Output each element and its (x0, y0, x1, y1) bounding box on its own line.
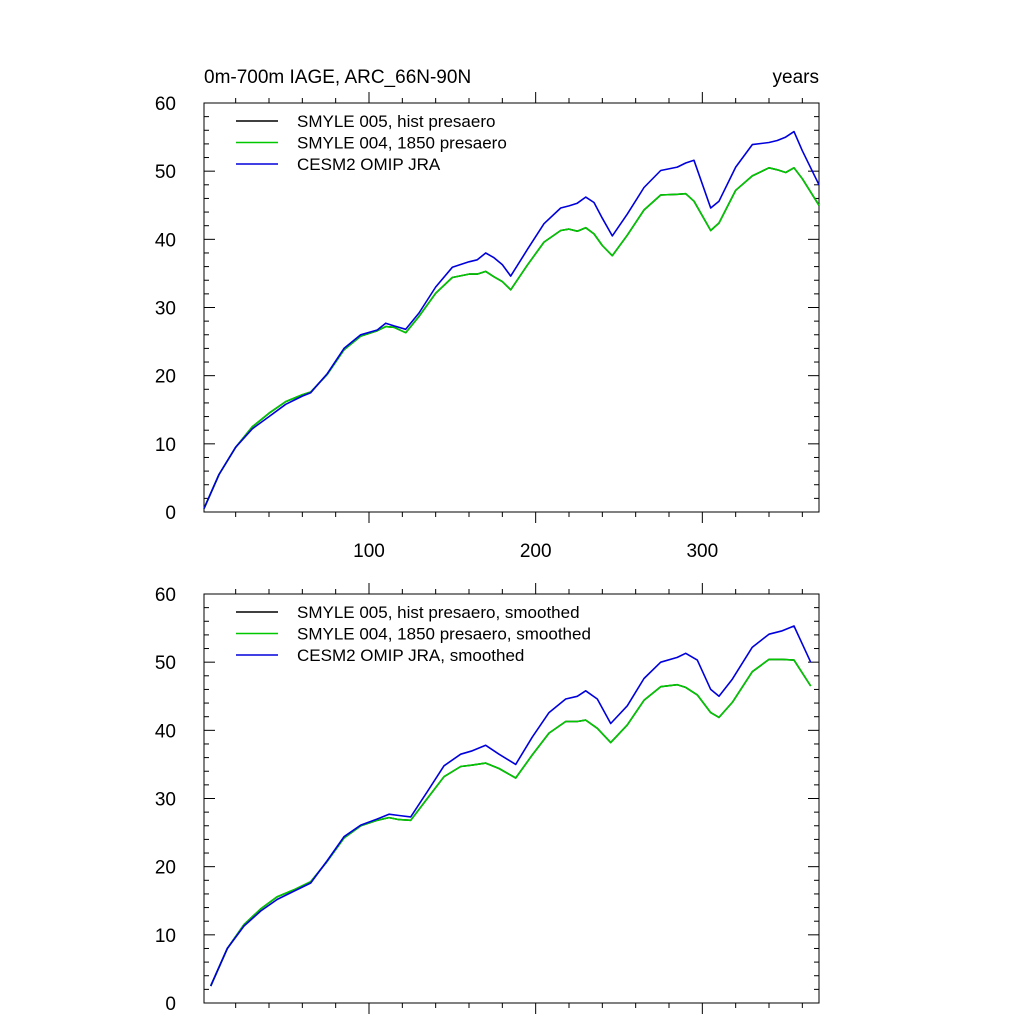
x-tick-label: 100 (353, 541, 385, 562)
y-tick-label: 50 (155, 653, 176, 674)
legend-label: CESM2 OMIP JRA, smoothed (297, 646, 524, 665)
series-line-0 (209, 658, 812, 987)
legend-label: SMYLE 005, hist presaero (297, 112, 495, 131)
y-tick-label: 10 (155, 435, 176, 456)
x-tick-label: 300 (686, 541, 718, 562)
y-tick-label: 30 (155, 790, 176, 811)
x-tick-label: 200 (520, 541, 552, 562)
legend-label: SMYLE 005, hist presaero, smoothed (297, 603, 580, 622)
y-tick-label: 40 (155, 230, 176, 251)
y-tick-label: 0 (165, 994, 176, 1015)
y-tick-label: 20 (155, 858, 176, 879)
top-panel: 0 10 20 30 40 50 60 100 200 300 SMYLE 005, hist pr… (155, 92, 820, 562)
legend-label: SMYLE 004, 1850 presaero, smoothed (297, 625, 591, 644)
y-tick-label: 0 (165, 503, 176, 524)
legend-label: SMYLE 004, 1850 presaero (297, 134, 507, 153)
series-line-0 (203, 167, 820, 509)
legend-label: CESM2 OMIP JRA (297, 155, 441, 174)
series-line-2 (209, 625, 812, 987)
y-tick-label: 40 (155, 721, 176, 742)
y-tick-label: 10 (155, 926, 176, 947)
series-line-1 (209, 658, 812, 987)
chart-title: 0m-700m IAGE, ARC_66N-90N (204, 67, 471, 88)
y-tick-label: 30 (155, 299, 176, 320)
y-tick-label: 60 (155, 94, 176, 115)
series-line-2 (203, 130, 820, 509)
y-tick-label: 50 (155, 162, 176, 183)
chart-units: years (773, 67, 819, 88)
y-tick-label: 60 (155, 585, 176, 606)
bottom-panel: 0 10 20 30 40 50 60 SMYLE 005, hist presaero, s… (155, 583, 820, 1015)
y-tick-label: 20 (155, 367, 176, 388)
series-line-1 (203, 167, 820, 509)
